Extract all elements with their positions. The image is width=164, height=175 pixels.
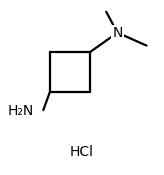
Text: N: N: [112, 26, 123, 40]
Text: H₂N: H₂N: [8, 104, 34, 118]
Text: HCl: HCl: [70, 145, 94, 159]
